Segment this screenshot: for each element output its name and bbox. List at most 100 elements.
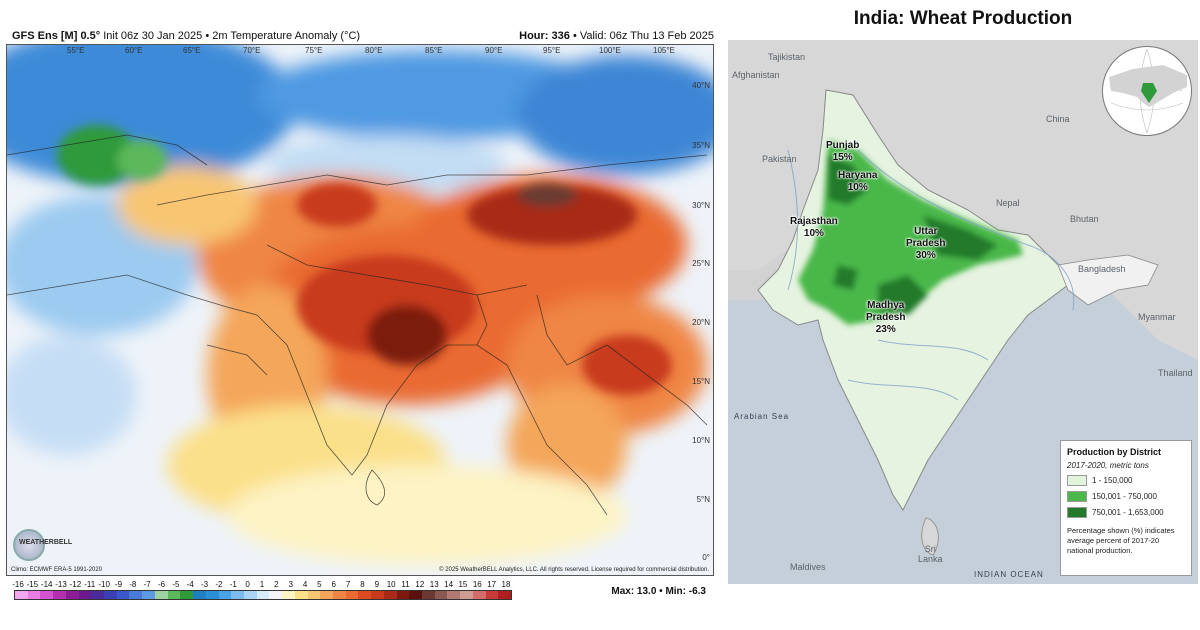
colorbar-segment: [231, 591, 244, 599]
lat-label: 20°N: [692, 318, 710, 327]
state-label-uttar-pradesh: Uttar Pradesh 30%: [906, 226, 946, 261]
colorbar-segment: [65, 591, 79, 599]
colorbar: [14, 590, 512, 600]
lon-label: 85°E: [425, 46, 443, 55]
colorbar-segment: [460, 591, 473, 599]
place-label: Maldives: [790, 562, 826, 572]
lon-label: 90°E: [485, 46, 503, 55]
temperature-anomaly-panel: GFS Ens [M] 0.5° Init 06z 30 Jan 2025 • …: [6, 30, 714, 600]
colorbar-segment: [243, 591, 257, 599]
place-label: Bangladesh: [1078, 264, 1126, 274]
legend-swatch: [1067, 507, 1087, 518]
lon-label: 65°E: [183, 46, 201, 55]
colorbar-tick-label: 8: [360, 580, 365, 589]
colorbar-segment: [15, 591, 28, 599]
colorbar-tick-label: 3: [288, 580, 293, 589]
place-label: Pakistan: [762, 154, 797, 164]
colorbar-segment: [434, 591, 448, 599]
colorbar-segment: [91, 591, 105, 599]
temperature-anomaly-map: 55°E 60°E 65°E 70°E 75°E 80°E 85°E 90°E …: [6, 44, 714, 576]
colorbar-segment: [180, 591, 194, 599]
place-label: Thailand: [1158, 368, 1193, 378]
colorbar-tick-label: 1: [259, 580, 265, 589]
colorbar-tick-label: 12: [415, 580, 425, 589]
colorbar-tick-label: -14: [40, 580, 53, 589]
colorbar-tick-label: 0: [245, 580, 250, 589]
lat-label: 35°N: [692, 141, 710, 150]
legend-swatch: [1067, 475, 1087, 486]
colorbar-segment: [154, 591, 168, 599]
sea-label: Arabian Sea: [734, 412, 790, 421]
place-label: Sri Lanka: [918, 544, 943, 564]
colorbar-segment: [307, 591, 321, 599]
lat-label: 30°N: [692, 201, 710, 210]
colorbar-tick-label: 6: [331, 580, 336, 589]
colorbar-segment: [320, 591, 333, 599]
place-label: Tajikistan: [768, 52, 806, 62]
place-label: Nepal: [996, 198, 1020, 208]
anomaly-header: GFS Ens [M] 0.5° Init 06z 30 Jan 2025 • …: [6, 30, 714, 44]
colorbar-tick-label: -16: [12, 580, 24, 589]
lon-label: 80°E: [365, 46, 383, 55]
colorbar-segment: [332, 591, 346, 599]
max-min-readout: Max: 13.0 • Min: -6.3: [611, 586, 706, 597]
legend-item: 750,001 - 1,653,000: [1067, 507, 1185, 518]
colorbar-tick-label: 14: [444, 580, 454, 589]
place-label: Afghanistan: [732, 70, 780, 80]
legend-note: Percentage shown (%) indicates average p…: [1067, 526, 1175, 555]
state-label-punjab: Punjab 15%: [826, 140, 860, 163]
colorbar-segment: [167, 591, 181, 599]
page-title: India: Wheat Production: [853, 8, 1073, 29]
colorbar-segment: [383, 591, 397, 599]
production-legend: Production by District 2017-2020, metric…: [1060, 440, 1192, 576]
colorbar-tick-label: -10: [98, 580, 110, 589]
colorbar-ticks: -16 -15 -14 -13 -12 -11 -10 -9 -8 -7 -6 -5 -4 -3 -2 -1 0…: [12, 580, 514, 590]
colorbar-tick-label: 10: [386, 580, 396, 589]
colorbar-tick-label: -3: [201, 580, 209, 589]
colorbar-tick-label: -7: [143, 580, 151, 589]
colorbar-segment: [193, 591, 206, 599]
legend-title: Production by District: [1067, 447, 1162, 457]
colorbar-segment: [422, 591, 435, 599]
colorbar-segment: [294, 591, 308, 599]
legend-item: 150,001 - 750,000: [1067, 491, 1185, 502]
colorbar-segment: [269, 591, 283, 599]
colorbar-tick-label: 4: [302, 580, 308, 589]
colorbar-segment: [218, 591, 232, 599]
colorbar-segment: [256, 591, 270, 599]
lon-label: 55°E: [67, 46, 85, 55]
colorbar-segment: [282, 591, 295, 599]
colorbar-tick-label: 11: [401, 580, 410, 589]
lon-label: 105°E: [653, 46, 675, 55]
lon-label: 60°E: [125, 46, 143, 55]
state-label-madhya-pradesh: Madhya Pradesh 23%: [866, 300, 906, 335]
lat-label: 25°N: [692, 259, 710, 268]
anomaly-field: [7, 45, 713, 575]
colorbar-segment: [472, 591, 486, 599]
lat-label: 5°N: [696, 495, 710, 504]
colorbar-segment: [409, 591, 422, 599]
colorbar-segment: [116, 591, 130, 599]
colorbar-segment: [447, 591, 461, 599]
colorbar-tick-label: 16: [472, 580, 482, 589]
state-label-rajasthan: Rajasthan 10%: [790, 216, 838, 239]
colorbar-segment: [104, 591, 117, 599]
colorbar-tick-label: -6: [157, 580, 166, 589]
colorbar-segment: [142, 591, 155, 599]
colorbar-segment: [485, 591, 499, 599]
locator-globe: [1102, 46, 1192, 136]
colorbar-tick-label: -12: [69, 580, 82, 589]
colorbar-segment: [78, 591, 92, 599]
valid-time-info: Hour: 336 • Valid: 06z Thu 13 Feb 2025: [519, 30, 714, 42]
colorbar-tick-label: 5: [317, 580, 322, 589]
colorbar-segment: [498, 591, 512, 599]
colorbar-segment: [371, 591, 384, 599]
legend-item: 1 - 150,000: [1067, 475, 1185, 486]
lon-label: 100°E: [599, 46, 621, 55]
colorbar-tick-label: 17: [487, 580, 497, 589]
colorbar-tick-label: 9: [374, 580, 380, 589]
colorbar-tick-label: 15: [458, 580, 468, 589]
lon-label: 75°E: [305, 46, 323, 55]
colorbar-segment: [27, 591, 41, 599]
colorbar-segment: [129, 591, 143, 599]
